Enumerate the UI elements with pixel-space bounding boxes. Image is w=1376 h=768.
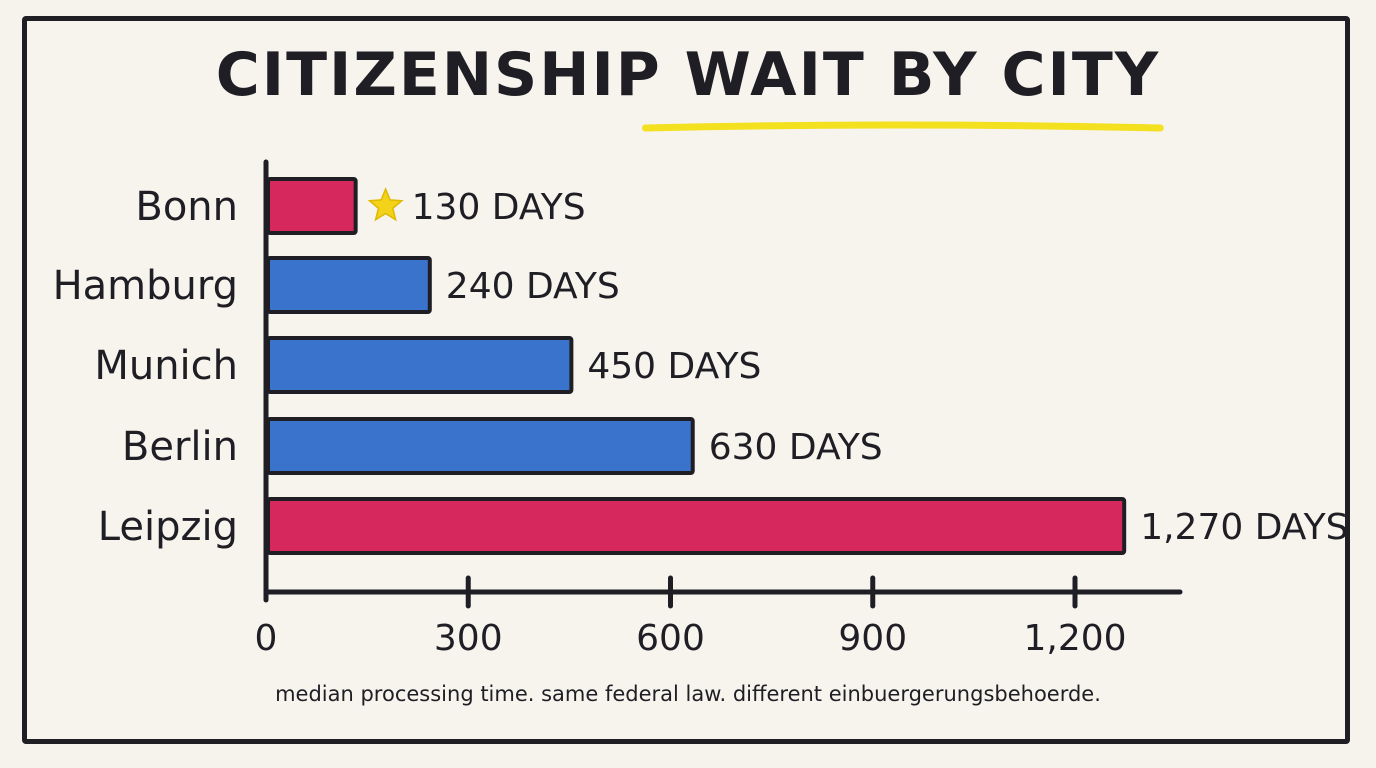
x-tick-label-900: 900 — [838, 618, 907, 659]
value-label-hamburg: 240 DAYS — [446, 266, 620, 307]
value-label-munich: 450 DAYS — [587, 346, 761, 387]
category-label-munich: Munich — [94, 343, 238, 389]
x-tick-label-300: 300 — [434, 618, 503, 659]
value-label-leipzig: 1,270 DAYS — [1140, 507, 1348, 548]
x-tick-label-1200: 1,200 — [1023, 618, 1126, 659]
x-tick-label-0: 0 — [255, 618, 278, 659]
bar-munich — [266, 336, 574, 394]
bar-leipzig — [266, 497, 1127, 555]
x-tick-label-600: 600 — [636, 618, 705, 659]
category-label-leipzig: Leipzig — [98, 504, 238, 550]
title-container: CITIZENSHIP WAIT BY CITY — [0, 40, 1376, 110]
value-label-berlin: 630 DAYS — [709, 427, 883, 468]
category-label-berlin: Berlin — [122, 424, 238, 470]
chart-subtitle: median processing time. same federal law… — [275, 682, 1101, 706]
category-label-hamburg: Hamburg — [53, 263, 238, 309]
bar-berlin — [266, 417, 695, 475]
title-underline — [641, 121, 1164, 132]
chart-title: CITIZENSHIP WAIT BY CITY — [215, 40, 1161, 110]
star-icon — [367, 187, 404, 222]
value-label-bonn: 130 DAYS — [412, 187, 586, 228]
category-label-bonn: Bonn — [135, 184, 238, 230]
bar-bonn — [266, 177, 358, 235]
chart-frame — [22, 16, 1350, 744]
bar-hamburg — [266, 256, 432, 314]
